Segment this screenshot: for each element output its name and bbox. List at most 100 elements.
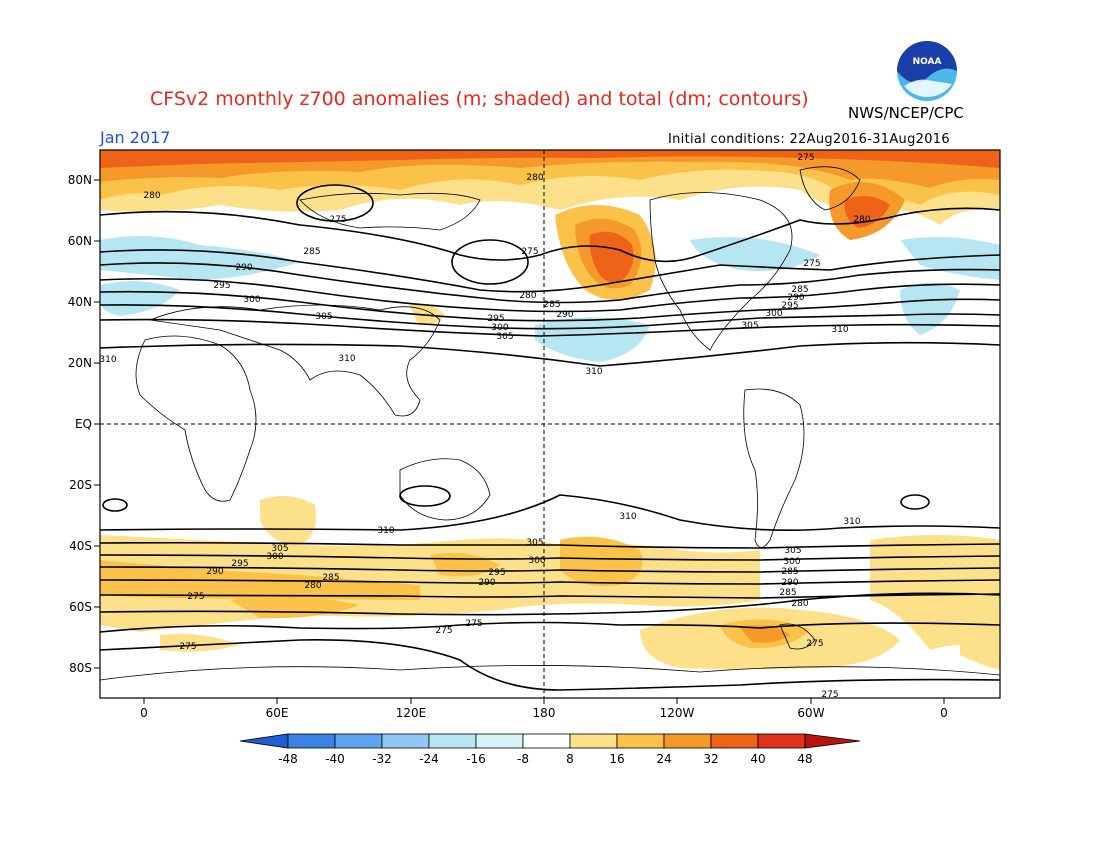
contour-label: 290	[478, 578, 495, 588]
contour-label: 300	[491, 323, 508, 333]
colorbar-segment	[569, 733, 618, 749]
contour-label: 285	[303, 247, 320, 257]
contour-label: 295	[487, 314, 504, 324]
height-contours	[100, 207, 1000, 691]
colorbar-segment	[287, 733, 336, 749]
lon-label: 60E	[265, 706, 289, 720]
contour-label: 285	[781, 567, 798, 577]
initial-conditions: Initial conditions: 22Aug2016-31Aug2016	[668, 132, 950, 147]
continent-outlines	[100, 166, 1000, 681]
contour-label: 275	[465, 619, 482, 629]
contour-label: 280	[526, 173, 543, 183]
contour-label: 275	[179, 642, 196, 652]
contour-label: 305	[741, 321, 758, 331]
colorbar-tick-label: 40	[750, 752, 766, 766]
lon-label: 0	[940, 706, 948, 720]
map-title: CFSv2 monthly z700 anomalies (m; shaded)…	[150, 88, 809, 110]
contour-label: 295	[231, 559, 248, 569]
axis-ticks	[94, 179, 945, 704]
contour-label: 310	[831, 325, 848, 335]
contour-label: 305	[315, 312, 332, 322]
contour-label: 310	[843, 517, 860, 527]
contour-label-group: 275 280 280 275 280 275 285 290 275 285 …	[99, 153, 870, 700]
lon-label: 120E	[395, 706, 427, 720]
lon-label: 60W	[797, 706, 825, 720]
grid-lines	[100, 150, 1000, 698]
agency-label: NWS/NCEP/CPC	[848, 104, 964, 122]
lat-label: EQ	[74, 417, 92, 431]
contour-label: 275	[806, 639, 823, 649]
lon-label: 120W	[659, 706, 695, 720]
contour-label: 280	[143, 191, 160, 201]
lat-label: 40N	[67, 295, 92, 309]
forecast-month: Jan 2017	[100, 128, 171, 147]
lat-label: 40S	[69, 539, 92, 553]
contour-label: 275	[803, 259, 820, 269]
small-closed-contours	[102, 184, 930, 512]
noaa-logo: NOAA	[897, 41, 957, 101]
colorbar-tick-label: -48	[278, 752, 298, 766]
lat-label: 20S	[69, 478, 92, 492]
colorbar-segment	[522, 733, 571, 749]
colorbar-tick-label: 24	[656, 752, 672, 766]
lat-label: 20N	[67, 356, 92, 370]
contour-label: 295	[488, 568, 505, 578]
lat-label: 60S	[69, 600, 92, 614]
lon-label: 0	[140, 706, 148, 720]
contour-label: 290	[235, 263, 252, 273]
colorbar-tick-label: 16	[609, 752, 625, 766]
colorbar-segment	[804, 733, 861, 749]
contour-label: 300	[528, 556, 545, 566]
contour-label: 280	[853, 215, 870, 225]
contour-label: 305	[496, 332, 513, 342]
lon-label: 180	[532, 706, 556, 720]
colorbar-segment	[475, 733, 524, 749]
contour-label: 280	[519, 291, 536, 301]
contour-label: 285	[322, 573, 339, 583]
contour-label: 275	[821, 690, 838, 700]
contour-label: 290	[206, 567, 223, 577]
contour-label: 290	[787, 293, 804, 303]
contour-label: 275	[329, 215, 346, 225]
contour-label: 295	[781, 301, 798, 311]
contour-label: 310	[619, 512, 636, 522]
contour-label: 280	[304, 581, 321, 591]
contour-label: 275	[435, 626, 452, 636]
lat-label: 60N	[67, 234, 92, 248]
contour-label: 310	[377, 526, 394, 536]
contour-label: 280	[791, 599, 808, 609]
contour-label: 285	[791, 285, 808, 295]
contour-label: 305	[784, 546, 801, 556]
colorbar-segment	[616, 733, 665, 749]
lat-label: 80N	[67, 173, 92, 187]
contour-label: 310	[585, 367, 602, 377]
contour-label: 300	[765, 309, 782, 319]
colorbar	[239, 733, 861, 749]
contour-label: 310	[99, 355, 116, 365]
contour-label: 310	[338, 354, 355, 364]
contour-label: 285	[779, 588, 796, 598]
colorbar-segment	[334, 733, 383, 749]
contour-label: 300	[243, 295, 260, 305]
contour-label: 305	[271, 544, 288, 554]
colorbar-tick-label: -16	[466, 752, 486, 766]
contour-label: 275	[797, 153, 814, 163]
colorbar-tick-label: 32	[703, 752, 719, 766]
contour-label: 305	[526, 538, 543, 548]
colorbar-segment	[239, 733, 289, 749]
colorbar-segment	[381, 733, 430, 749]
contour-label: 300	[266, 552, 283, 562]
noaa-logo-text: NOAA	[913, 57, 942, 67]
colorbar-tick-label: -8	[517, 752, 529, 766]
contour-label: 290	[556, 310, 573, 320]
contour-label: 275	[521, 247, 538, 257]
contour-label: 285	[543, 300, 560, 310]
colorbar-segment	[663, 733, 712, 749]
colorbar-segment	[757, 733, 806, 749]
colorbar-segment	[710, 733, 759, 749]
colorbar-tick-label: -24	[419, 752, 439, 766]
contour-label: 275	[187, 592, 204, 602]
contour-label: 290	[781, 578, 798, 588]
colorbar-tick-label: -40	[325, 752, 345, 766]
